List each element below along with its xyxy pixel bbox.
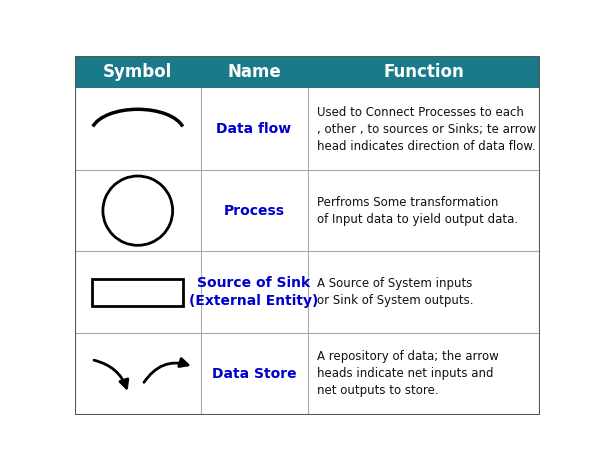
FancyArrowPatch shape bbox=[94, 360, 128, 388]
Text: Function: Function bbox=[383, 63, 464, 81]
Text: A Source of System inputs
or Sink of System outputs.: A Source of System inputs or Sink of Sys… bbox=[317, 277, 473, 307]
Bar bbox=[75, 170, 540, 252]
Text: Used to Connect Processes to each
, other , to sources or Sinks; te arrow
head i: Used to Connect Processes to each , othe… bbox=[317, 105, 536, 152]
Text: Process: Process bbox=[224, 204, 284, 218]
Text: A repository of data; the arrow
heads indicate net inputs and
net outputs to sto: A repository of data; the arrow heads in… bbox=[317, 350, 499, 397]
Text: Name: Name bbox=[227, 63, 281, 81]
Text: Perfroms Some transformation
of Input data to yield output data.: Perfroms Some transformation of Input da… bbox=[317, 196, 518, 226]
Bar bbox=[92, 279, 183, 306]
Text: Data Store: Data Store bbox=[212, 367, 296, 381]
FancyArrowPatch shape bbox=[144, 358, 188, 383]
Text: Data flow: Data flow bbox=[217, 122, 292, 136]
Text: Source of Sink
(External Entity): Source of Sink (External Entity) bbox=[190, 276, 319, 308]
Text: Symbol: Symbol bbox=[103, 63, 172, 81]
Bar bbox=[75, 56, 540, 88]
Bar bbox=[75, 333, 540, 415]
Bar bbox=[75, 88, 540, 170]
Bar bbox=[75, 252, 540, 333]
